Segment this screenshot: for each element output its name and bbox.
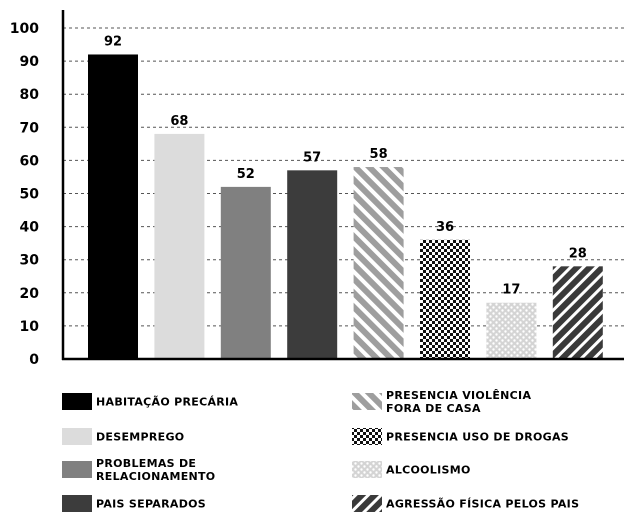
legend-item: AGRESSÃO FÍSICA PELOS PAIS [352,495,579,512]
bar [88,54,138,359]
bar [287,170,338,359]
legend-swatch [62,428,92,445]
data-labels: 92 68 52 57 58 36 17 28 [104,34,587,297]
data-label: 68 [170,114,188,129]
bar [420,239,470,359]
data-label: 58 [370,147,388,162]
legend-swatch [352,495,382,512]
legend-item: DESEMPREGO [62,428,184,445]
data-label: 92 [104,34,122,49]
data-label: 36 [436,220,454,235]
legend-label: ALCOOLISMO [386,464,471,477]
bar [220,186,271,359]
y-tick-label: 40 [20,220,40,236]
legend-label: DESEMPREGO [96,431,184,444]
legend-swatch [352,461,382,478]
y-tick-label: 10 [20,319,40,335]
data-label: 52 [237,167,255,182]
legend-item: PAIS SEPARADOS [62,495,206,512]
legend-label: PRESENCIA USO DE DROGAS [386,431,569,444]
legend-swatch [62,461,92,478]
legend-swatch [352,393,382,410]
data-label: 57 [303,150,321,165]
legend-swatch [62,495,92,512]
data-label: 28 [569,246,587,261]
gridlines [63,27,624,327]
legend-label: AGRESSÃO FÍSICA PELOS PAIS [386,498,579,511]
y-tick-label: 30 [20,253,40,269]
legend-swatch [62,393,92,410]
y-tick-label: 100 [10,21,39,37]
legend-item: HABITAÇÃO PRECÁRIA [62,393,238,410]
legend-label: PRESENCIA VIOLÊNCIA [386,389,531,402]
legend-item: PRESENCIA USO DE DROGAS [352,428,569,445]
legend-label: FORA DE CASA [386,402,481,415]
bar [486,302,537,359]
bar [552,266,603,359]
y-tick-label: 60 [20,153,40,169]
legend: HABITAÇÃO PRECÁRIA DESEMPREGO PROBLEMAS DE… [62,389,579,512]
y-tick-label: 20 [20,286,40,302]
y-tick-label: 90 [20,54,40,70]
legend-label: HABITAÇÃO PRECÁRIA [96,396,238,409]
legend-item: ALCOOLISMO [352,461,471,478]
legend-swatch [352,428,382,445]
y-tick-label: 70 [20,120,40,136]
axes: 0 10 20 30 40 50 60 70 80 90 100 [10,10,624,368]
bars [88,54,603,359]
legend-label: PROBLEMAS DE [96,457,196,470]
bar [353,167,404,359]
bar [154,133,205,359]
legend-label: PAIS SEPARADOS [96,498,206,511]
y-tick-label: 50 [20,187,40,203]
y-tick-label: 80 [20,87,40,103]
y-tick-label: 0 [29,352,39,368]
data-label: 17 [502,283,520,298]
legend-label: RELACIONAMENTO [96,470,215,483]
